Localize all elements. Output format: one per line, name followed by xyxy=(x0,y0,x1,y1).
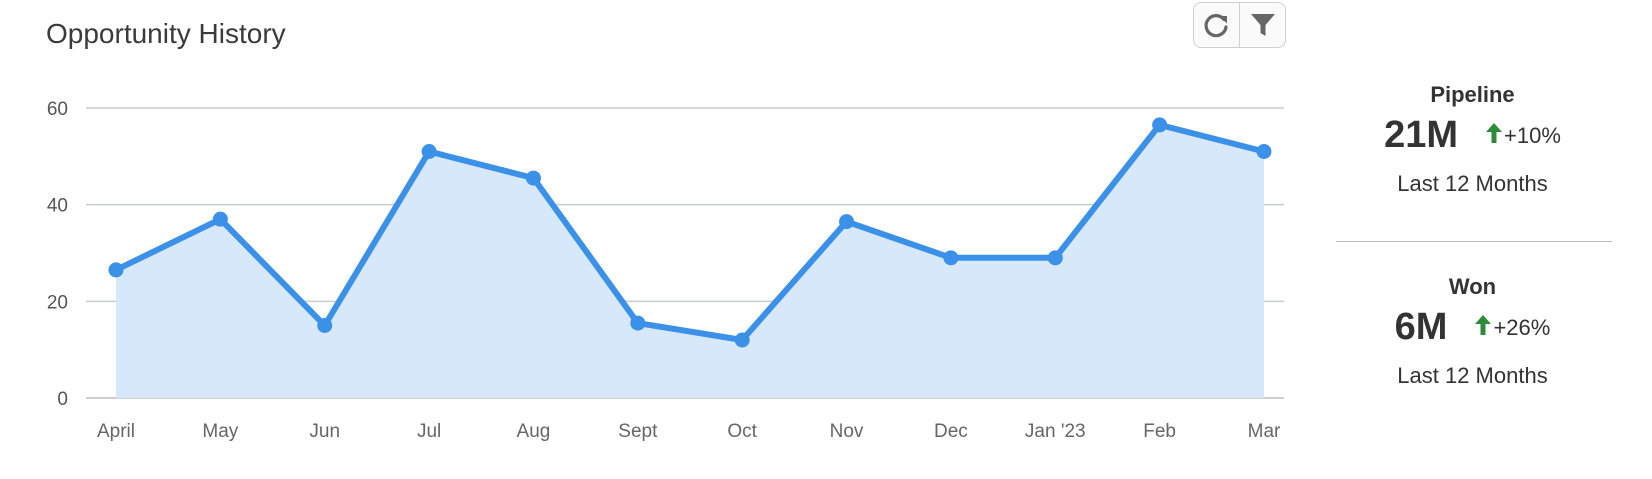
chart: 0 20 40 60 April May Jun Jul Aug Sept Oct Nov Dec Ja… xyxy=(47,99,1284,442)
kpi-change: +26% xyxy=(1493,314,1551,340)
data-point xyxy=(943,250,959,266)
x-tick-label: April xyxy=(97,421,135,442)
kpi-period: Last 12 Months xyxy=(1397,171,1548,196)
data-point xyxy=(630,315,646,331)
kpi-value: 21M xyxy=(1384,114,1459,156)
data-points xyxy=(108,117,1272,348)
kpi-label: Won xyxy=(1448,274,1497,299)
y-tick-label: 0 xyxy=(57,389,68,410)
y-tick-label: 60 xyxy=(47,99,68,120)
data-point xyxy=(212,211,228,227)
data-point xyxy=(421,144,437,159)
x-tick-label: Jan '23 xyxy=(1025,421,1086,442)
refresh-button[interactable] xyxy=(1194,3,1239,47)
x-tick-label: Sept xyxy=(618,421,658,442)
x-tick-label: Jun xyxy=(309,421,340,442)
filter-icon xyxy=(1250,14,1275,36)
data-point xyxy=(317,318,333,333)
filter-button[interactable] xyxy=(1239,3,1285,47)
kpi-period: Last 12 Months xyxy=(1397,363,1548,388)
kpi-value: 6M xyxy=(1394,306,1448,348)
x-tick-label: Nov xyxy=(830,421,864,442)
arrow-up-icon xyxy=(1473,313,1493,342)
x-tick-label: Oct xyxy=(727,421,757,442)
data-point xyxy=(525,170,541,186)
chart-title: Opportunity History xyxy=(46,18,286,49)
x-tick-label: Dec xyxy=(934,421,968,442)
x-tick-label: Jul xyxy=(417,421,441,442)
kpi-won: Won 6M +26% Last 12 Months xyxy=(1335,274,1610,389)
y-tick-label: 20 xyxy=(47,292,68,313)
kpi-label: Pipeline xyxy=(1430,82,1515,107)
data-point xyxy=(734,332,750,348)
x-axis: April May Jun Jul Aug Sept Oct Nov Dec Jan '23 Feb… xyxy=(97,421,1281,442)
refresh-icon xyxy=(1204,14,1228,38)
data-point xyxy=(108,262,124,278)
x-tick-label: May xyxy=(202,421,238,442)
data-point xyxy=(1047,250,1063,266)
kpi-divider xyxy=(1336,241,1612,242)
chart-toolbar xyxy=(1193,2,1286,48)
y-axis: 0 20 40 60 xyxy=(47,99,68,410)
data-point xyxy=(1152,117,1168,133)
kpi-pipeline: Pipeline 21M +10% Last 12 Months xyxy=(1335,82,1610,197)
x-tick-label: Mar xyxy=(1248,421,1281,442)
y-tick-label: 40 xyxy=(47,196,68,217)
arrow-up-icon xyxy=(1484,121,1504,150)
x-tick-label: Feb xyxy=(1143,421,1176,442)
data-point xyxy=(1256,144,1272,159)
kpi-change: +10% xyxy=(1504,122,1561,148)
series-line xyxy=(114,121,1265,343)
data-point xyxy=(839,214,855,230)
x-tick-label: Aug xyxy=(517,421,551,442)
area-fill xyxy=(116,124,1264,399)
